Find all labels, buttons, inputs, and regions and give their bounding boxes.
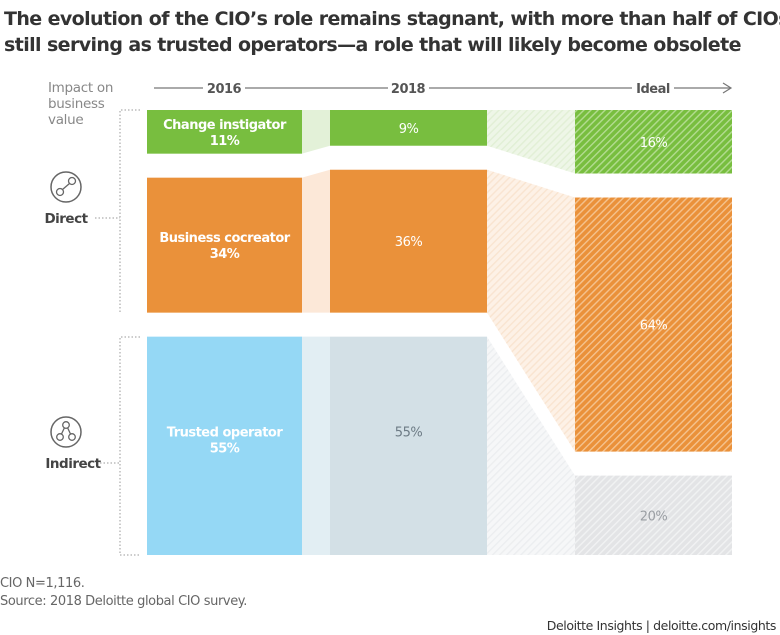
icon-node xyxy=(67,176,77,186)
data-label: 55% xyxy=(395,426,423,441)
data-label: Trusted operator xyxy=(167,426,284,441)
column-header-ideal: Ideal xyxy=(636,82,670,97)
icon-node xyxy=(56,433,64,441)
title-line: The evolution of the CIO’s role remains … xyxy=(4,8,780,30)
flow-connector xyxy=(487,336,575,555)
bar-business-cocreator-2016 xyxy=(147,177,302,313)
group-label-direct: Direct xyxy=(44,211,88,227)
bar-trusted-operator-2016 xyxy=(147,336,302,555)
indirect-network-icon xyxy=(50,416,82,448)
icon-link xyxy=(67,427,72,435)
data-label: 55% xyxy=(210,442,240,457)
data-label: 64% xyxy=(640,319,668,334)
bar-business-cocreator-ideal xyxy=(575,197,732,452)
flow-connector xyxy=(487,169,575,452)
flow-connector xyxy=(302,110,330,154)
direct-link-icon xyxy=(50,171,82,203)
bar-change-instigator-2018 xyxy=(330,110,487,146)
chart-title: The evolution of the CIO’s role remains … xyxy=(4,6,780,58)
bracket-direct xyxy=(119,109,140,313)
brand-credit: Deloitte Insights | deloitte.com/insight… xyxy=(546,618,777,633)
column-header-2016: 2016 xyxy=(207,82,242,97)
data-label: Change instigator xyxy=(163,118,287,133)
title-line: still serving as trusted operators—a rol… xyxy=(4,34,741,56)
flow-connector xyxy=(302,336,330,555)
icon-link xyxy=(60,427,65,435)
data-label: 36% xyxy=(395,235,423,250)
icon-ring xyxy=(50,416,82,448)
y-axis-label: business xyxy=(48,96,105,112)
y-axis-label: value xyxy=(48,112,83,128)
footnote-source: Source: 2018 Deloitte global CIO survey. xyxy=(0,594,247,609)
icon-ring xyxy=(50,171,82,203)
data-label: 9% xyxy=(399,122,419,137)
icon-node xyxy=(55,187,65,197)
y-axis-label: Impact on xyxy=(48,80,113,96)
bar-change-instigator-ideal xyxy=(575,110,732,174)
group-label-indirect: Indirect xyxy=(45,456,101,472)
bar-trusted-operator-ideal xyxy=(575,475,732,555)
bar-business-cocreator-2018 xyxy=(330,169,487,313)
flow-connector xyxy=(487,110,575,174)
column-header-2018: 2018 xyxy=(391,82,426,97)
footnote-sample: CIO N=1,116. xyxy=(0,576,85,591)
bar-change-instigator-2016 xyxy=(147,110,302,154)
flow-connector xyxy=(302,169,330,313)
icon-link xyxy=(62,183,70,190)
icon-node xyxy=(62,421,70,429)
data-label: 34% xyxy=(210,247,240,262)
bracket-indirect xyxy=(119,336,140,556)
data-label: 20% xyxy=(640,509,668,524)
data-label: 16% xyxy=(640,136,668,151)
arrow-right-icon xyxy=(722,82,733,94)
data-label: 11% xyxy=(210,134,240,149)
bar-trusted-operator-2018 xyxy=(330,336,487,555)
icon-node xyxy=(68,433,76,441)
data-label: Business cocreator xyxy=(159,231,290,246)
